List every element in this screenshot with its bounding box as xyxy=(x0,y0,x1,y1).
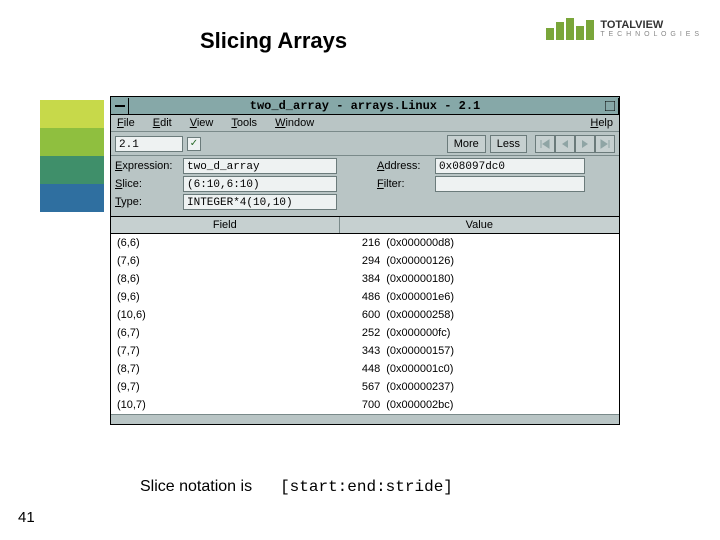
table-row[interactable]: (6,7)252(0x000000fc) xyxy=(111,324,619,342)
logo-bars-icon xyxy=(546,18,594,40)
data-area: (6,6)216(0x000000d8)(7,6)294(0x00000126)… xyxy=(111,234,619,414)
maximize-icon[interactable] xyxy=(601,98,619,114)
table-row[interactable]: (7,7)343(0x00000157) xyxy=(111,342,619,360)
menu-tools[interactable]: Tools xyxy=(231,117,257,129)
column-headers: Field Value xyxy=(111,217,619,234)
table-row[interactable]: (8,6)384(0x00000180) xyxy=(111,270,619,288)
column-header-field: Field xyxy=(111,217,340,233)
label-address: Address: xyxy=(377,160,431,172)
menu-edit[interactable]: Edit xyxy=(153,117,172,129)
decorative-color-block xyxy=(40,100,104,212)
cell-value-hex: (0x00000258) xyxy=(386,309,454,321)
more-button[interactable]: More xyxy=(447,135,486,153)
cell-value-num: 384 xyxy=(340,273,386,285)
caption-label: Slice notation is xyxy=(140,478,252,496)
cell-field: (9,7) xyxy=(117,381,340,393)
nav-check-icon[interactable]: ✓ xyxy=(187,137,201,151)
cell-value-num: 600 xyxy=(340,309,386,321)
column-header-value: Value xyxy=(340,217,619,233)
table-row[interactable]: (9,6)486(0x000001e6) xyxy=(111,288,619,306)
table-row[interactable]: (10,6)600(0x00000258) xyxy=(111,306,619,324)
cell-value-num: 343 xyxy=(340,345,386,357)
filter-input[interactable] xyxy=(435,176,585,192)
label-slice: Slice: xyxy=(115,178,179,190)
table-row[interactable]: (6,6)216(0x000000d8) xyxy=(111,234,619,252)
cell-field: (8,7) xyxy=(117,363,340,375)
cell-field: (8,6) xyxy=(117,273,340,285)
cell-value-hex: (0x00000180) xyxy=(386,273,454,285)
data-window: two_d_array - arrays.Linux - 2.1 File Ed… xyxy=(110,96,620,425)
table-row[interactable]: (8,7)448(0x000001c0) xyxy=(111,360,619,378)
cell-value-hex: (0x000001e6) xyxy=(386,291,454,303)
type-input[interactable]: INTEGER*4(10,10) xyxy=(183,194,337,210)
table-row[interactable]: (7,6)294(0x00000126) xyxy=(111,252,619,270)
cell-value-hex: (0x000000d8) xyxy=(386,237,454,249)
window-title: two_d_array - arrays.Linux - 2.1 xyxy=(129,99,601,113)
window-menu-icon[interactable] xyxy=(111,98,129,114)
menubar: File Edit View Tools Window Help xyxy=(111,115,619,132)
statusbar xyxy=(111,414,619,424)
nav-last-icon[interactable] xyxy=(595,135,615,153)
menu-help[interactable]: Help xyxy=(590,117,613,129)
less-button[interactable]: Less xyxy=(490,135,527,153)
address-input[interactable]: 0x08097dc0 xyxy=(435,158,585,174)
nav-prev-icon[interactable] xyxy=(555,135,575,153)
nav-next-icon[interactable] xyxy=(575,135,595,153)
cell-value-hex: (0x000002bc) xyxy=(386,399,453,411)
slide-title: Slicing Arrays xyxy=(200,28,347,54)
cell-field: (6,7) xyxy=(117,327,340,339)
cell-value-num: 252 xyxy=(340,327,386,339)
expression-input[interactable]: two_d_array xyxy=(183,158,337,174)
logo-brand-bottom: T E C H N O L O G I E S xyxy=(600,31,700,38)
caption-code: [start:end:stride] xyxy=(280,478,453,496)
cell-field: (7,6) xyxy=(117,255,340,267)
nav-first-icon[interactable] xyxy=(535,135,555,153)
cell-value-hex: (0x00000237) xyxy=(386,381,454,393)
menu-window[interactable]: Window xyxy=(275,117,314,129)
table-row[interactable]: (9,7)567(0x00000237) xyxy=(111,378,619,396)
brand-logo: TOTALVIEW T E C H N O L O G I E S xyxy=(546,18,700,40)
cell-value-hex: (0x00000157) xyxy=(386,345,454,357)
cell-value-num: 700 xyxy=(340,399,386,411)
cell-value-hex: (0x000000fc) xyxy=(386,327,450,339)
slice-input[interactable]: (6:10,6:10) xyxy=(183,176,337,192)
menu-file[interactable]: File xyxy=(117,117,135,129)
cell-field: (10,6) xyxy=(117,309,340,321)
cell-value-num: 294 xyxy=(340,255,386,267)
menu-view[interactable]: View xyxy=(190,117,214,129)
logo-brand-top: TOTALVIEW xyxy=(600,20,700,31)
cell-field: (9,6) xyxy=(117,291,340,303)
cell-value-hex: (0x00000126) xyxy=(386,255,454,267)
label-filter: Filter: xyxy=(377,178,431,190)
cell-value-hex: (0x000001c0) xyxy=(386,363,453,375)
cell-field: (10,7) xyxy=(117,399,340,411)
cell-value-num: 216 xyxy=(340,237,386,249)
label-type: Type: xyxy=(115,196,179,208)
cell-value-num: 567 xyxy=(340,381,386,393)
label-expression: Expression: xyxy=(115,160,179,172)
cell-field: (7,7) xyxy=(117,345,340,357)
cell-field: (6,6) xyxy=(117,237,340,249)
table-row[interactable]: (10,7)700(0x000002bc) xyxy=(111,396,619,414)
cell-value-num: 448 xyxy=(340,363,386,375)
slide-caption: Slice notation is [start:end:stride] xyxy=(140,478,453,496)
page-number: 41 xyxy=(18,509,35,526)
titlebar: two_d_array - arrays.Linux - 2.1 xyxy=(111,97,619,115)
cell-value-num: 486 xyxy=(340,291,386,303)
fields-panel: Expression: two_d_array Address: 0x08097… xyxy=(111,156,619,217)
nav-toolbar: 2.1 ✓ More Less xyxy=(111,132,619,156)
nav-value-input[interactable]: 2.1 xyxy=(115,136,183,152)
